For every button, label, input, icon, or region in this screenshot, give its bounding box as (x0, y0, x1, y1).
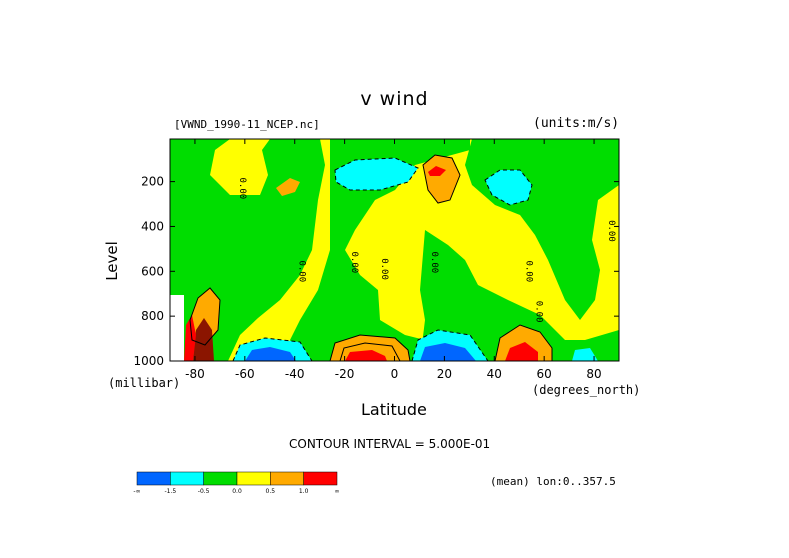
contour-fill-cyan-2 (485, 170, 532, 205)
contour-labels: 0.00 0.00 0.00 0.00 0.00 0.00 0.00 0.00 (237, 177, 616, 322)
contour-fill-blue-1 (245, 347, 296, 361)
mean-label: (mean) lon:0..357.5 (490, 475, 616, 488)
colorbar-tick-label: -1.5 (164, 488, 176, 495)
x-axis-label: Latitude (361, 400, 427, 419)
contour-interval-label: CONTOUR INTERVAL = 5.000E-01 (289, 437, 491, 451)
colorbar-tick-label: 1.0 (299, 488, 309, 495)
y-axis-units: (millibar) (108, 376, 181, 390)
colorbar-bin (270, 471, 304, 486)
contour-fill-red-2 (428, 166, 446, 176)
contour-value-label: 0.00 (237, 177, 247, 199)
contour-value-label: 0.00 (349, 251, 359, 273)
colorbar-bin (136, 471, 171, 486)
y-tick-label: 800 (141, 309, 164, 323)
file-label: [VWND_1990-11_NCEP.nc] (174, 118, 320, 131)
x-tick-label: 20 (437, 367, 452, 381)
contour-value-label: 0.00 (379, 258, 389, 280)
contour-fill-red-4 (184, 315, 196, 361)
x-tick-label: -40 (285, 367, 305, 381)
colorbar: -∞ -1.5 -0.5 0.0 0.5 1.0 ∞ (133, 471, 340, 495)
contour-value-label: 0.00 (297, 260, 307, 282)
x-tick-label: -20 (335, 367, 355, 381)
contour-value-label: 0.00 (429, 251, 439, 273)
contour-value-label: 0.00 (606, 220, 616, 242)
y-tick-label: 1000 (133, 354, 164, 368)
x-tick-label: 0 (391, 367, 399, 381)
x-axis: -80 -60 -40 -20 0 20 40 60 80 (185, 139, 602, 381)
contour-fill-cyan-1 (335, 158, 418, 190)
y-tick-label: 200 (141, 175, 164, 189)
x-tick-label: 80 (586, 367, 601, 381)
x-tick-label: -80 (185, 367, 205, 381)
contour-field (170, 139, 619, 361)
contour-fill-green-mid (290, 139, 470, 361)
x-axis-units: (degrees_north) (532, 383, 641, 397)
contour-fill-green-ne (420, 230, 619, 361)
colorbar-bin (236, 471, 271, 486)
x-tick-label: -60 (235, 367, 255, 381)
colorbar-tick-label: 0.0 (232, 488, 242, 495)
contour-fill-red-1 (345, 350, 387, 361)
colorbar-tick-label: -∞ (133, 488, 140, 495)
contour-value-label: 0.00 (534, 301, 544, 323)
contour-fill-cyan-5 (572, 348, 598, 361)
contour-value-label: 0.00 (524, 260, 534, 282)
contour-lines (189, 154, 553, 361)
colorbar-tick-label: -0.5 (198, 488, 210, 495)
contour-fill-orange-4 (276, 178, 300, 196)
missing-data-area (170, 295, 184, 361)
colorbar-bin (303, 471, 338, 486)
colorbar-bin (203, 471, 238, 486)
y-tick-label: 600 (141, 264, 164, 278)
contour-fill-blue-2 (420, 343, 476, 361)
x-tick-label: 40 (487, 367, 502, 381)
y-tick-label: 400 (141, 219, 164, 233)
y-axis: 200 400 600 800 1000 (133, 175, 619, 368)
colorbar-bin (170, 471, 204, 486)
contour-fill-orange-3 (423, 155, 460, 203)
colorbar-tick-label: ∞ (335, 488, 340, 495)
x-tick-label: 60 (537, 367, 552, 381)
y-axis-label: Level (102, 241, 121, 281)
contour-fill-darkred (193, 318, 214, 361)
chart-title: v wind (360, 88, 429, 110)
units-label: (units:m/s) (533, 116, 620, 131)
colorbar-tick-label: 0.5 (266, 488, 276, 495)
contour-fill-red-3 (505, 342, 538, 361)
